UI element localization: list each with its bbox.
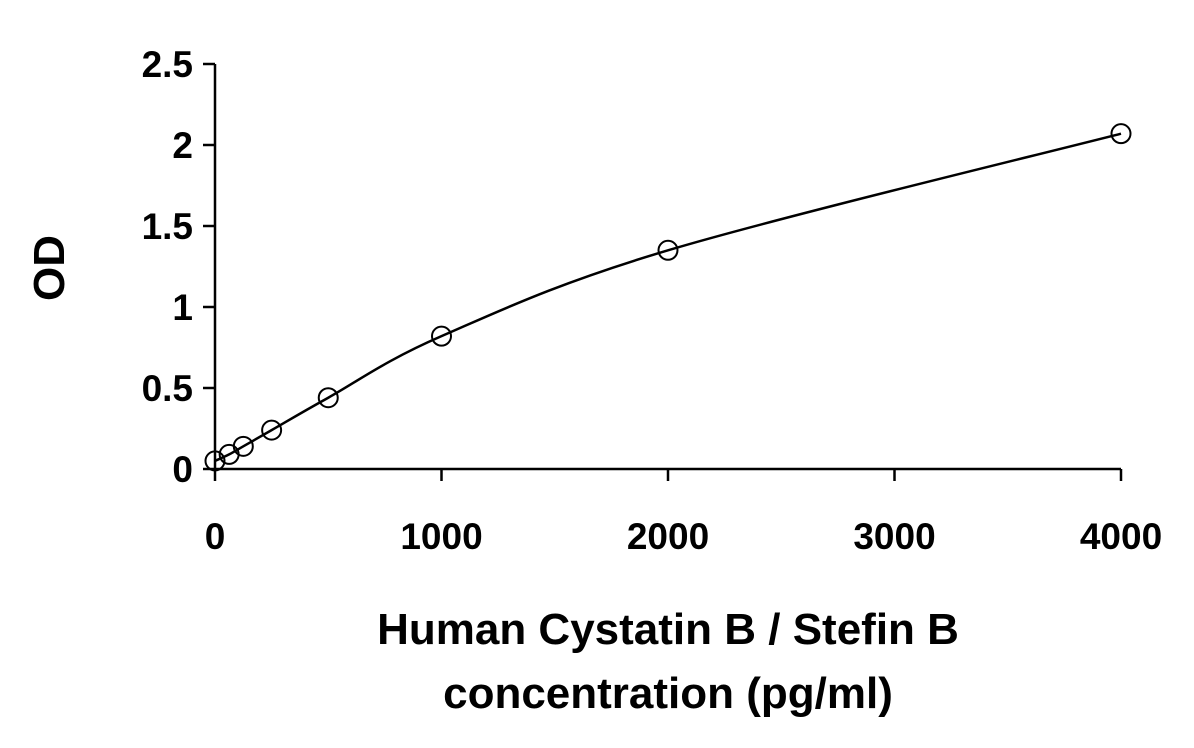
x-tick-label: 3000 <box>853 516 935 557</box>
y-tick-label: 2 <box>172 125 193 166</box>
data-point <box>1110 123 1132 145</box>
x-tick-label: 1000 <box>400 516 482 557</box>
data-point <box>261 419 283 441</box>
data-point <box>232 435 254 457</box>
data-point <box>204 450 226 472</box>
data-point <box>657 239 679 261</box>
y-axis-title: OD <box>25 235 74 301</box>
x-axis-title-line-2: concentration (pg/ml) <box>443 669 893 718</box>
y-tick-label: 1.5 <box>142 206 193 247</box>
y-tick-label: 0.5 <box>142 368 193 409</box>
data-point <box>431 325 452 347</box>
trendline-curve <box>214 132 1122 463</box>
data-point <box>317 387 339 409</box>
y-tick-label: 0 <box>172 449 193 490</box>
axes <box>213 64 1121 471</box>
x-tick-label: 4000 <box>1080 516 1162 557</box>
x-tick-label: 0 <box>205 516 226 557</box>
y-axis-ticks: 0 0.5 1 1.5 2 2.5 <box>142 44 215 490</box>
x-axis-ticks: 0 1000 2000 3000 4000 <box>205 469 1162 557</box>
x-axis-title-line-1: Human Cystatin B / Stefin B <box>377 605 959 654</box>
y-tick-label: 2.5 <box>142 44 193 85</box>
y-tick-label: 1 <box>172 287 193 328</box>
data-points <box>204 123 1132 472</box>
x-tick-label: 2000 <box>627 516 709 557</box>
